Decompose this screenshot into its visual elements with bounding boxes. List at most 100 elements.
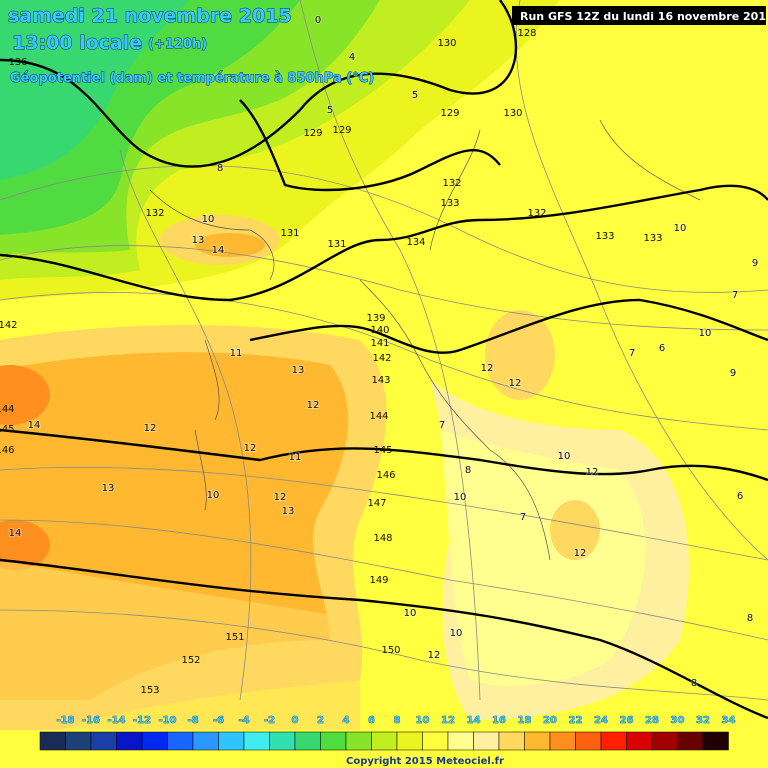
geopotential-label: 147 [367,498,386,509]
temperature-label: 10 [202,214,215,225]
contour [0,245,768,331]
scale-swatch [371,731,398,751]
temperature-label: 12 [274,492,287,503]
scale-label: 2 [317,715,324,726]
temperature-label: 7 [439,420,445,431]
field [0,560,360,730]
geopotential-label: 146 [0,445,15,456]
scale-label: 28 [645,715,659,726]
geopotential-label: 129 [303,128,322,139]
scale-swatch [116,731,143,751]
scale-label: -4 [238,715,249,726]
scale-swatch [600,731,627,751]
temperature-label: 8 [691,678,697,689]
geopotential-label: 133 [595,231,614,242]
scale-swatch [218,731,245,751]
subtitle: Géopotentiel (dam) et température à 850h… [10,71,374,86]
scale-swatch [473,731,500,751]
run-box [512,6,766,25]
temperature-label: 9 [730,368,736,379]
scale-label: 24 [594,715,608,726]
temperature-label: 12 [244,443,257,454]
field [550,500,600,560]
geopotential-label: 139 [366,313,385,324]
isohypse [0,428,768,482]
scale-label: 10 [416,715,430,726]
temperature-label: 10 [674,223,687,234]
field [0,520,50,570]
temperature-label: 5 [412,90,418,101]
scale-label: -2 [264,715,275,726]
scale-swatch [422,731,449,751]
field [0,0,190,180]
temperature-label: 14 [9,528,22,539]
title-time: 13:00 locale [12,32,142,54]
temperature-label: 10 [454,492,467,503]
scale-swatch [498,731,525,751]
scale-swatch [192,731,219,751]
temperature-label: 12 [509,378,522,389]
isohypse [0,0,518,168]
geopotential-label: 148 [373,533,392,544]
geopotential-label: 151 [225,632,244,643]
geopotential-label: 143 [371,375,390,386]
scale-label: -10 [158,715,176,726]
geopotential-label: 131 [327,239,346,250]
isohypse [0,184,768,302]
scale-label: -16 [82,715,100,726]
scale-label: 16 [492,715,506,726]
geopotential-label: 129 [440,108,459,119]
copyright: Copyright 2015 Meteociel.fr [346,756,504,767]
scale-swatch [345,731,372,751]
temperature-label: 7 [732,290,738,301]
lead-time: (+120h) [148,37,207,52]
isohypse [239,99,501,192]
scale-label: 6 [368,715,375,726]
scale-label: 4 [343,715,350,726]
geopotential-label: 131 [280,228,299,239]
coastline [149,189,275,281]
scale-label: 14 [467,715,481,726]
temperature-label: 8 [217,163,223,174]
temperature-label: 13 [292,365,305,376]
temperature-label: 10 [699,328,712,339]
scale-label: 26 [620,715,634,726]
geopotential-label: 145 [0,424,15,435]
temperature-label: 12 [428,650,441,661]
scale-swatch [626,731,653,751]
contour [0,292,768,431]
temperature-label: 10 [450,628,463,639]
temperature-label: 7 [629,348,635,359]
field [485,310,555,400]
temperature-label: 11 [289,452,302,463]
scale-swatch [243,731,270,751]
temperature-label: 8 [747,613,753,624]
scale-label: -18 [56,715,74,726]
geopotential-label: 140 [370,325,389,336]
coastline [194,339,220,511]
temperature-label: 12 [481,363,494,374]
scale-swatch [702,731,729,751]
scale-label: 22 [569,715,583,726]
scale-label: -6 [213,715,224,726]
scale-swatch [549,731,576,751]
geopotential-label: 153 [140,685,159,696]
scale-swatch [447,731,474,751]
scale-swatch [39,731,66,751]
scale-label: 0 [292,715,299,726]
temperature-label: 14 [212,245,225,256]
scale-label: 34 [722,715,736,726]
scale-label: 30 [671,715,685,726]
geopotential-label: 132 [145,208,164,219]
temperature-label: 10 [404,608,417,619]
geopotential-label: 150 [381,645,400,656]
contour [0,609,768,701]
run-info: Run GFS 12Z du lundi 16 novembre 2015 [520,10,768,23]
field [0,365,50,425]
temperature-label: 12 [586,467,599,478]
scale-swatch [320,731,347,751]
geopotential-label: 146 [376,470,395,481]
geopotential-label: 132 [442,178,461,189]
contour [0,165,768,293]
